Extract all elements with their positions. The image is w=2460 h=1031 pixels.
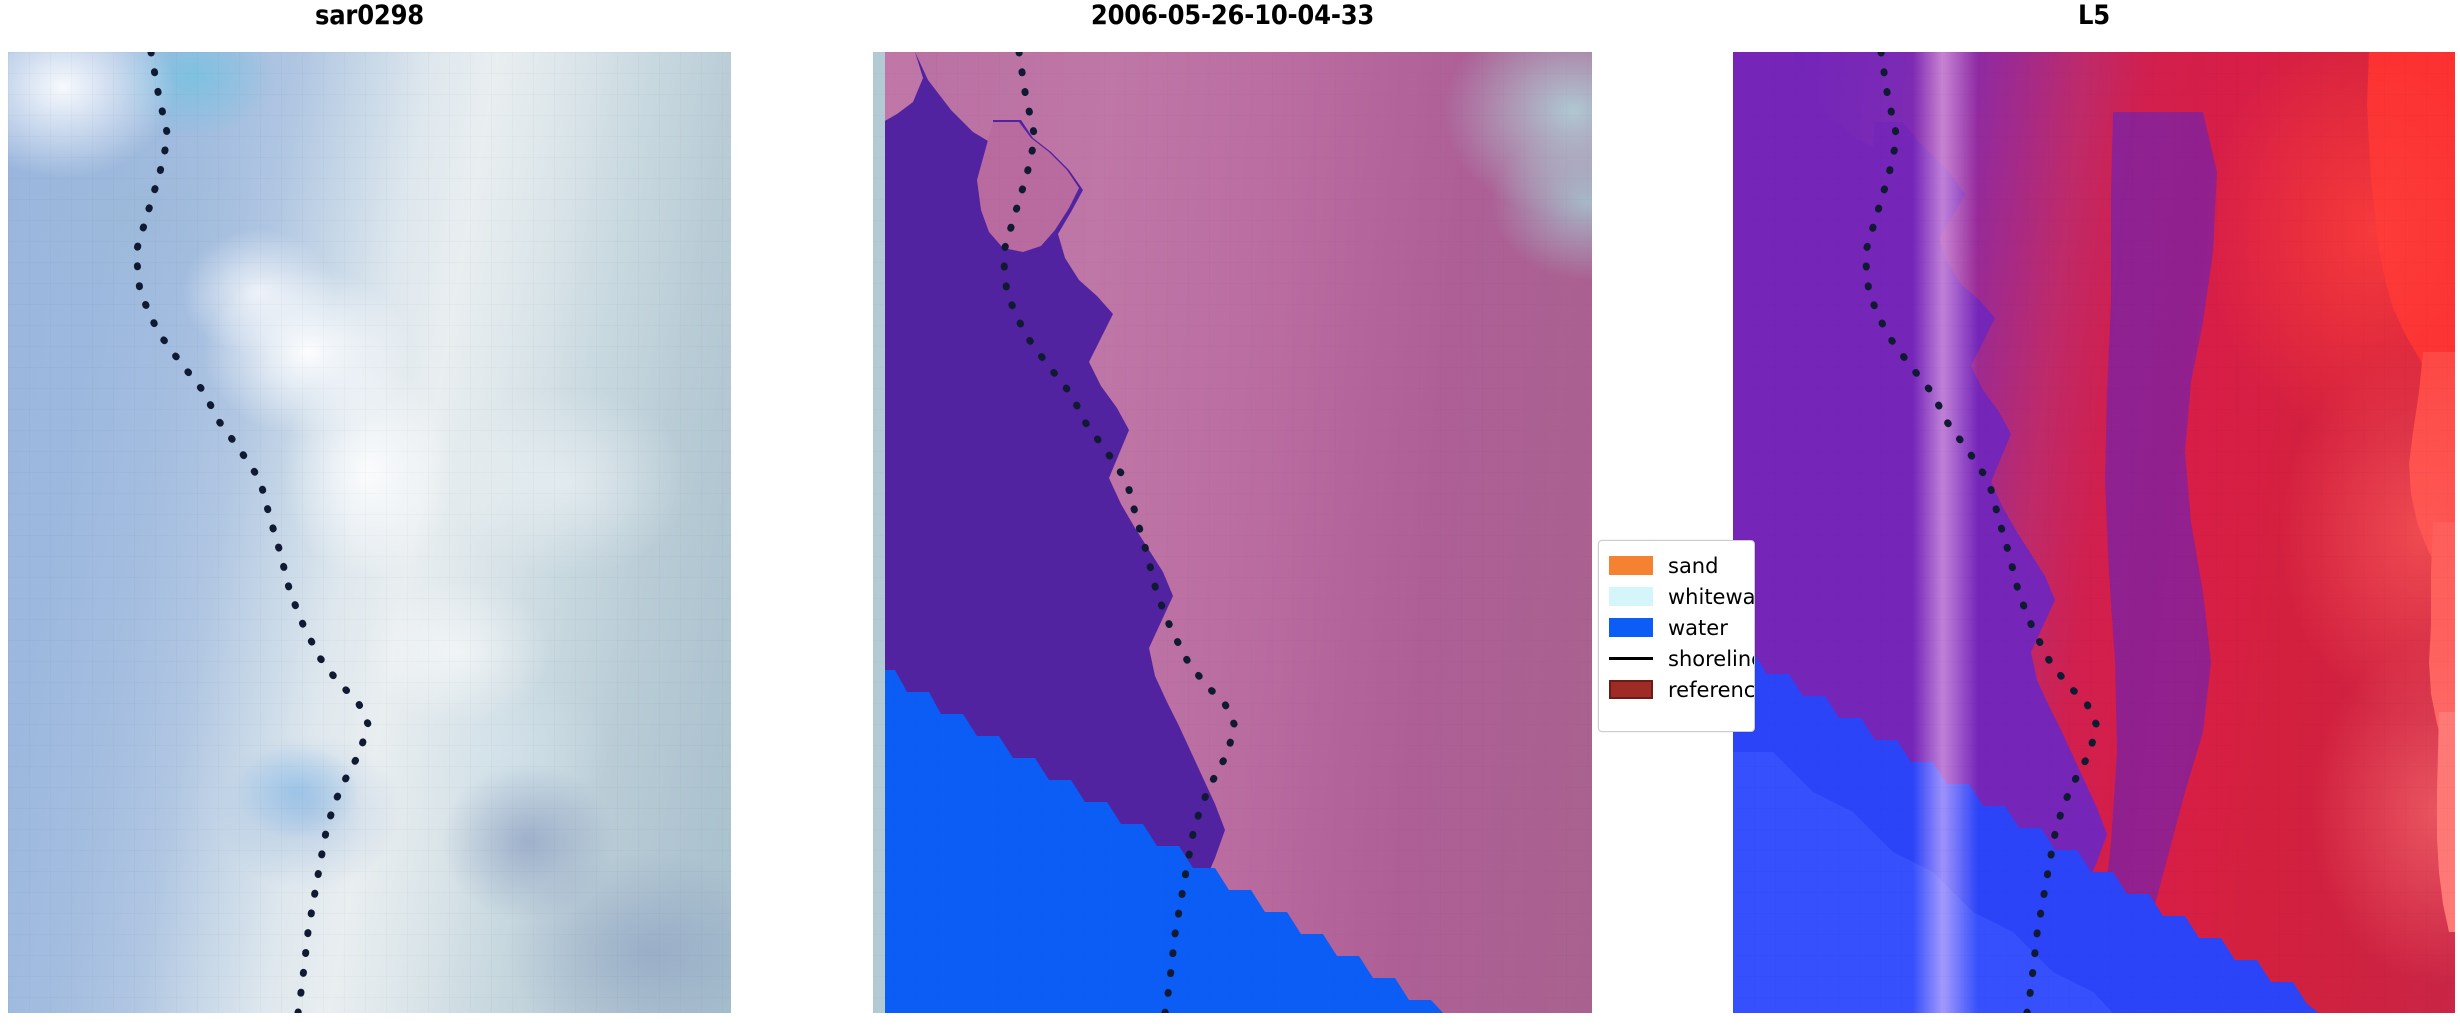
panel-image-classified [873, 52, 1592, 1013]
panel-title-L5: L5 [2078, 0, 2110, 31]
panel-L5: L5 [1733, 0, 2455, 1013]
panel-2006-05-26-10-04-33: 2006-05-26-10-04-33 [873, 0, 1592, 1013]
legend-label-water: water [1668, 615, 1728, 640]
water-swatch [1609, 618, 1653, 637]
shoreline-line-swatch [1609, 657, 1653, 660]
legend-item-reference-shoreline[interactable]: reference shoreline [1609, 674, 1754, 705]
legend-label-shoreline: shoreline [1668, 646, 1755, 671]
legend-label-sand: sand [1668, 553, 1719, 578]
legend-box: sand whitewater water shoreline referenc… [1598, 540, 1755, 732]
sar-pixelation-layer [8, 52, 731, 1013]
panel-title-timestamp: 2006-05-26-10-04-33 [1090, 0, 1375, 31]
l5-pixelation-layer [1733, 52, 2455, 1013]
legend-item-water[interactable]: water [1609, 612, 1744, 643]
panel-image-sar0298 [8, 52, 731, 1013]
legend-item-shoreline[interactable]: shoreline [1609, 643, 1754, 674]
panel-title-sar0298: sar0298 [314, 0, 425, 31]
legend-item-sand[interactable]: sand [1609, 550, 1744, 581]
panel-image-L5 [1733, 52, 2455, 1013]
legend-label-reference-shoreline: reference shoreline [1668, 677, 1755, 702]
sand-swatch [1609, 556, 1653, 575]
panel-sar0298: sar0298 [8, 0, 731, 1013]
legend-item-whitewater[interactable]: whitewater [1609, 581, 1754, 612]
legend-label-whitewater: whitewater [1668, 584, 1755, 609]
whitewater-swatch [1609, 587, 1653, 606]
reference-shoreline-swatch [1609, 680, 1653, 699]
class-pixelation-layer [873, 52, 1592, 1013]
